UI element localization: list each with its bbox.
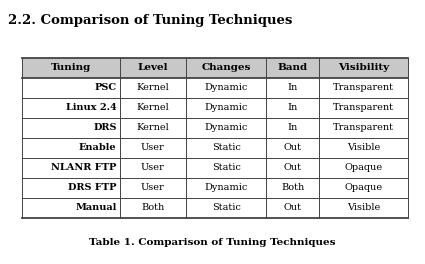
Text: User: User: [141, 163, 165, 172]
Text: Out: Out: [283, 163, 302, 172]
Text: Opaque: Opaque: [345, 183, 382, 192]
Text: Dynamic: Dynamic: [204, 103, 248, 112]
Text: Visible: Visible: [347, 144, 380, 153]
Text: DRS FTP: DRS FTP: [68, 183, 116, 192]
Text: Visibility: Visibility: [338, 64, 389, 73]
Text: Both: Both: [281, 183, 304, 192]
Text: Kernel: Kernel: [136, 83, 169, 92]
Text: Tuning: Tuning: [51, 64, 91, 73]
Text: Both: Both: [141, 204, 164, 213]
Text: Visible: Visible: [347, 204, 380, 213]
Text: NLANR FTP: NLANR FTP: [51, 163, 116, 172]
Text: 2.2. Comparison of Tuning Techniques: 2.2. Comparison of Tuning Techniques: [8, 14, 292, 27]
Text: Static: Static: [212, 204, 241, 213]
Text: Dynamic: Dynamic: [204, 183, 248, 192]
Text: Table 1. Comparison of Tuning Techniques: Table 1. Comparison of Tuning Techniques: [89, 238, 336, 247]
Text: Opaque: Opaque: [345, 163, 382, 172]
Text: Static: Static: [212, 144, 241, 153]
Text: Static: Static: [212, 163, 241, 172]
Text: User: User: [141, 144, 165, 153]
Text: User: User: [141, 183, 165, 192]
Text: Manual: Manual: [75, 204, 116, 213]
Text: Dynamic: Dynamic: [204, 124, 248, 133]
Text: In: In: [288, 103, 298, 112]
Text: In: In: [288, 124, 298, 133]
Text: Transparent: Transparent: [333, 124, 394, 133]
Text: Linux 2.4: Linux 2.4: [66, 103, 116, 112]
Text: Out: Out: [283, 144, 302, 153]
Text: In: In: [288, 83, 298, 92]
Text: Out: Out: [283, 204, 302, 213]
Text: Dynamic: Dynamic: [204, 83, 248, 92]
Text: PSC: PSC: [94, 83, 116, 92]
Text: Band: Band: [278, 64, 308, 73]
Text: Enable: Enable: [79, 144, 116, 153]
Text: Transparent: Transparent: [333, 83, 394, 92]
Text: Level: Level: [138, 64, 168, 73]
Bar: [22, 58, 408, 78]
Text: Kernel: Kernel: [136, 124, 169, 133]
Text: Kernel: Kernel: [136, 103, 169, 112]
Text: Transparent: Transparent: [333, 103, 394, 112]
Text: Changes: Changes: [201, 64, 251, 73]
Text: DRS: DRS: [93, 124, 116, 133]
